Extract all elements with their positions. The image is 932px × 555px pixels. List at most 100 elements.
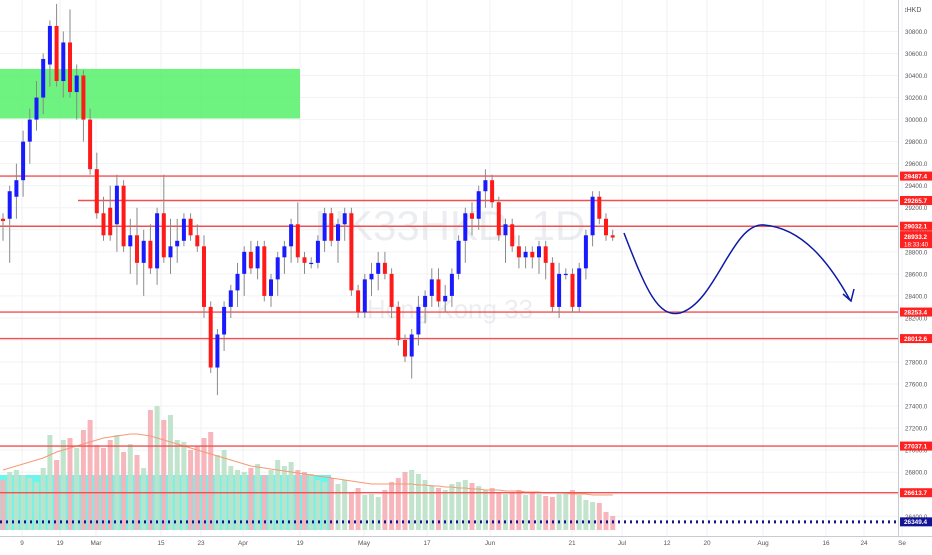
volume-bar <box>489 488 495 530</box>
volume-bar <box>174 440 180 530</box>
candle-down <box>329 213 334 241</box>
candle-up <box>114 185 119 225</box>
volume-bar <box>596 503 602 530</box>
candle-down <box>356 290 361 313</box>
volume-bar <box>482 490 488 530</box>
volume-bar <box>188 450 194 530</box>
candle-up <box>523 251 528 258</box>
volume-bar <box>429 485 435 530</box>
volume-bar <box>328 478 334 530</box>
volume-bar <box>529 492 535 530</box>
candle-up <box>537 246 541 258</box>
level-label: 26613.7 <box>904 490 928 497</box>
volume-bar <box>114 435 120 530</box>
volume-bar <box>322 482 328 530</box>
candle-up <box>228 290 233 307</box>
volume-bar <box>576 495 582 530</box>
time-tick-label: 9 <box>20 540 24 547</box>
volume-bar <box>355 488 361 530</box>
candle-down <box>195 235 200 247</box>
candle-up <box>577 268 582 307</box>
time-tick-label: 16 <box>822 540 830 547</box>
volume-bar <box>54 460 60 530</box>
candle-down <box>208 306 213 368</box>
volume-bar <box>281 466 287 530</box>
volume-bar <box>449 484 455 530</box>
time-tick-label: 19 <box>56 540 64 547</box>
candle-up <box>222 306 227 335</box>
volume-bar <box>389 482 395 530</box>
volume-bar <box>590 502 596 530</box>
volume-bar <box>549 497 555 530</box>
candle-up <box>175 240 180 247</box>
candle-down <box>88 119 93 170</box>
candle-up <box>21 141 26 181</box>
candle-down <box>530 251 535 258</box>
candle-down <box>148 240 153 269</box>
candle-down <box>54 25 59 82</box>
current-price-tag <box>900 231 932 249</box>
watermark-symbol: HK33HKD, 1D <box>315 202 586 249</box>
candle-up <box>309 262 314 265</box>
volume-bar <box>382 490 388 530</box>
candle-up <box>168 246 173 258</box>
time-tick-label: 24 <box>860 540 868 547</box>
candle-down <box>81 75 86 120</box>
volume-bar <box>235 470 240 530</box>
time-tick-label: 17 <box>423 540 431 547</box>
candle-up <box>235 273 240 291</box>
candle-up <box>47 25 52 65</box>
candle-down <box>121 185 126 247</box>
volume-bar <box>536 494 542 530</box>
candle-up <box>242 251 247 274</box>
candle-up <box>14 180 19 197</box>
price-tick-label: 30200.0 <box>905 95 928 102</box>
price-tick-label: 30600.0 <box>905 51 928 58</box>
volume-bar <box>503 494 508 530</box>
volume-bar <box>348 492 354 530</box>
candle-down <box>135 235 139 263</box>
candle-down <box>436 279 441 302</box>
volume-bar <box>221 450 227 530</box>
candle-up <box>7 191 12 219</box>
volume-bar <box>67 438 73 530</box>
volume-bar <box>13 470 19 530</box>
volume-bar <box>168 415 173 530</box>
current-price-label: 28933.2 <box>904 234 928 241</box>
candle-down <box>496 202 501 236</box>
level-label: 28253.4 <box>904 309 928 316</box>
volume-bar <box>543 496 549 530</box>
candle-up <box>34 97 39 120</box>
price-tick-label: 29800.0 <box>905 139 928 146</box>
candle-down <box>396 306 401 340</box>
candle-up <box>41 58 46 98</box>
candle-up <box>215 334 220 368</box>
price-tick-label: 27600.0 <box>905 382 928 389</box>
volume-bar <box>87 420 93 530</box>
candle-up <box>369 273 374 280</box>
candle-down <box>94 169 99 214</box>
volume-bar <box>442 490 448 530</box>
volume-bar <box>395 478 401 530</box>
volume-bar <box>94 445 100 530</box>
volume-bar <box>570 490 575 530</box>
candle-down <box>101 213 106 236</box>
time-tick-label: 20 <box>703 540 711 547</box>
price-tick-label: 28400.0 <box>905 293 928 300</box>
volume-bar <box>208 432 214 530</box>
price-tick-label: 27800.0 <box>905 360 928 367</box>
level-label-tag <box>900 334 932 344</box>
candle-up <box>476 191 481 219</box>
candle-down <box>68 42 72 93</box>
candle-up <box>483 180 488 192</box>
time-tick-label: Apr <box>238 540 249 547</box>
price-tick-label: 29200.0 <box>905 205 928 212</box>
candle-down <box>302 257 307 263</box>
candle-down <box>516 246 521 258</box>
candle-up <box>74 75 79 93</box>
volume-bar <box>261 475 267 530</box>
volume-bar <box>275 460 281 530</box>
candle-down <box>543 246 548 263</box>
price-tick-label: 29000.0 <box>905 227 928 234</box>
